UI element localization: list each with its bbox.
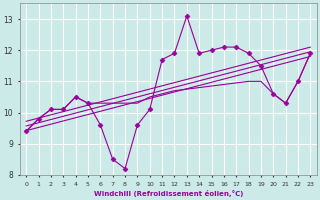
X-axis label: Windchill (Refroidissement éolien,°C): Windchill (Refroidissement éolien,°C) xyxy=(93,190,243,197)
